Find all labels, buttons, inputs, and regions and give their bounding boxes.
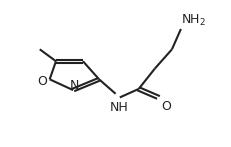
Text: O: O <box>37 75 47 87</box>
Text: N: N <box>69 79 78 92</box>
Text: O: O <box>161 100 170 113</box>
Text: NH: NH <box>109 101 128 114</box>
Text: NH$_2$: NH$_2$ <box>180 13 205 28</box>
